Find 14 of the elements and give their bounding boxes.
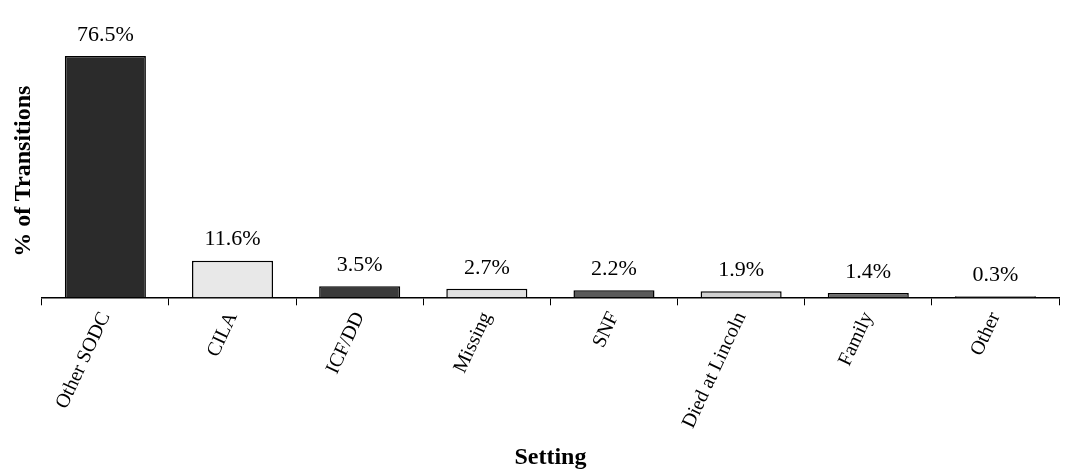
data-label: 3.5% bbox=[336, 251, 383, 277]
data-label: 2.7% bbox=[463, 253, 510, 279]
data-label: 0.3% bbox=[972, 261, 1019, 287]
y-axis-title: % of Transitions bbox=[8, 85, 35, 257]
x-axis-title: Setting bbox=[514, 442, 587, 469]
data-label: 76.5% bbox=[76, 20, 134, 46]
x-tick-label: SNF bbox=[586, 307, 623, 351]
x-tick-label: CILA bbox=[201, 307, 242, 360]
x-tick-label: Other bbox=[964, 307, 1004, 359]
data-label: 1.4% bbox=[845, 257, 892, 283]
data-label: 1.9% bbox=[718, 256, 765, 282]
data-label: 11.6% bbox=[204, 225, 261, 251]
x-tick-label: Other SODC bbox=[49, 307, 114, 412]
data-label: 2.2% bbox=[591, 255, 637, 281]
